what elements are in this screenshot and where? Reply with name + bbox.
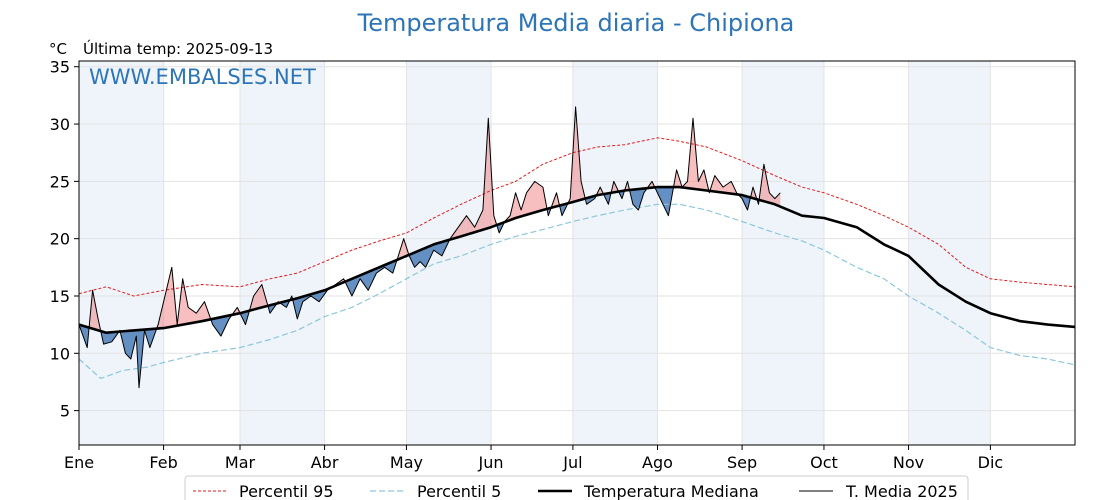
above-median-fill — [450, 118, 498, 240]
x-tick-label: May — [390, 453, 423, 472]
watermark: WWW.EMBALSES.NET — [89, 65, 316, 89]
x-tick-label: Nov — [893, 453, 924, 472]
below-median-fill — [586, 192, 598, 205]
month-band — [239, 61, 325, 445]
month-band — [79, 61, 164, 445]
y-axis: 5 10 15 20 25 30 35 — [50, 58, 79, 421]
above-median-fill — [398, 238, 410, 260]
x-tick-label: Dic — [978, 453, 1004, 472]
legend-box — [184, 475, 969, 500]
x-tick-label: Oct — [810, 453, 838, 472]
y-tick-label: 25 — [50, 172, 70, 191]
legend-label-median: Temperatura Mediana — [583, 482, 759, 500]
y-tick-label: 20 — [50, 230, 70, 249]
legend-label-p95: Percentil 95 — [239, 482, 334, 500]
x-tick-label: Jul — [562, 453, 582, 472]
below-median-fill — [121, 328, 157, 388]
above-median-fill — [568, 106, 587, 205]
x-tick-label: Feb — [149, 453, 177, 472]
y-tick-label: 15 — [50, 287, 70, 306]
series-line-current — [78, 106, 781, 389]
below-median-fill — [604, 192, 612, 205]
series-lines — [78, 106, 1076, 389]
above-median-fill — [673, 118, 710, 193]
y-tick-label: 5 — [60, 402, 70, 421]
x-tick-label: Abr — [311, 453, 339, 472]
x-tick-label: Mar — [225, 453, 256, 472]
x-tick-label: Ago — [642, 453, 673, 472]
y-tick-label: 35 — [50, 58, 70, 77]
y-tick-label: 30 — [50, 115, 70, 134]
x-tick-label: Sep — [727, 453, 757, 472]
above-median-fill — [611, 181, 620, 193]
below-median-fill — [241, 310, 250, 325]
month-band — [572, 61, 658, 445]
plot-frame — [78, 60, 1076, 446]
above-median-fill — [249, 284, 269, 311]
below-median-fill — [293, 287, 332, 319]
above-median-fill — [504, 181, 549, 223]
y-tick-label: 10 — [50, 344, 70, 363]
above-median-fill — [89, 290, 101, 332]
chart-title: Temperatura Media diaria - Chipiona — [357, 9, 795, 37]
below-median-fill — [409, 238, 451, 268]
x-axis: Ene Feb Mar Abr May Jun Jul Ago Sep Oct Nov Dic — [64, 445, 1003, 472]
series-line-p95 — [78, 137, 1076, 297]
month-band — [742, 61, 824, 445]
legend-label-current: T. Media 2025 — [845, 482, 958, 500]
above-median-fill — [759, 164, 781, 207]
legend: Percentil 95 Percentil 5 Temperatura Med… — [184, 475, 969, 500]
legend-label-p5: Percentil 5 — [417, 482, 501, 500]
x-tick-label: Ene — [64, 453, 94, 472]
series-line-p5 — [78, 203, 1076, 380]
month-bands — [79, 61, 991, 445]
unit-label: °C — [49, 40, 67, 58]
last-temp-label: Última temp: 2025-09-13 — [83, 39, 273, 58]
x-tick-label: Jun — [478, 453, 504, 472]
above-median-fill — [156, 267, 212, 329]
